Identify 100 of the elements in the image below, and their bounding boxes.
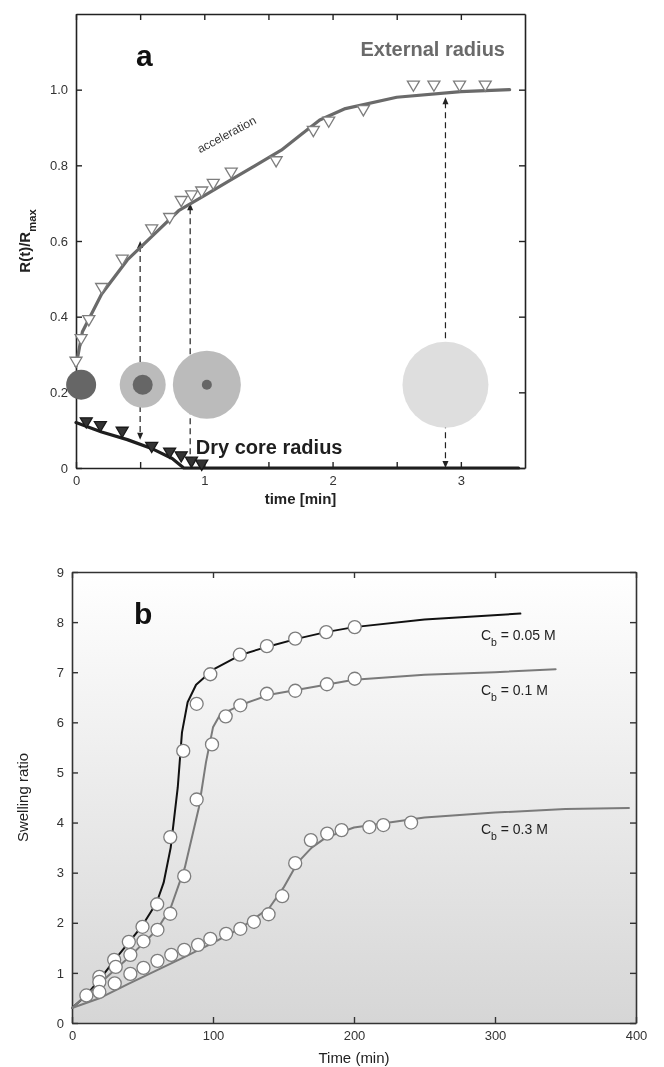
text: a: [136, 39, 153, 72]
point: [189, 696, 204, 711]
point: [145, 224, 159, 236]
x-tick-label: 0: [72, 473, 81, 489]
point: [356, 105, 371, 117]
point: [347, 619, 362, 635]
legend-label: Dry core radius: [195, 436, 343, 458]
point: [288, 683, 303, 698]
x-tick-label: 2: [329, 473, 337, 489]
point: [288, 856, 303, 871]
y-tick-label: 0: [60, 460, 68, 476]
point: [195, 186, 209, 198]
point: [74, 333, 88, 346]
x-tick-label: 3: [457, 473, 465, 489]
x-tick-label: 400: [625, 1028, 648, 1044]
point: [362, 819, 377, 835]
point: [288, 631, 303, 646]
point: [319, 624, 334, 640]
point: [163, 447, 177, 459]
point: [224, 167, 238, 179]
point: [269, 156, 283, 168]
y-tick-label: 1: [56, 965, 64, 981]
point: [136, 960, 151, 976]
point: [203, 931, 218, 946]
point: [190, 937, 206, 952]
point: [320, 826, 335, 841]
point: [164, 947, 179, 962]
point: [177, 869, 192, 884]
point: [259, 686, 275, 701]
point: [303, 832, 318, 848]
point: [406, 80, 421, 92]
point: [195, 459, 209, 472]
y-tick-label: 0.6: [49, 233, 68, 249]
point: [163, 906, 178, 921]
point: [79, 988, 94, 1003]
point: [145, 441, 159, 454]
point: [79, 417, 93, 429]
point: [107, 976, 122, 991]
y-tick-label: 1.0: [49, 82, 68, 98]
point: [322, 116, 336, 128]
point: [184, 456, 199, 468]
y-tick-label: 8: [56, 614, 64, 630]
point: [206, 178, 220, 191]
point: [232, 647, 247, 662]
x-tick-label: 100: [202, 1028, 225, 1044]
point: [306, 125, 320, 138]
point: [452, 80, 467, 92]
y-tick-label: 0.4: [49, 309, 68, 325]
y-tick-label: 0.8: [49, 157, 68, 173]
point: [115, 254, 129, 266]
point: [334, 822, 349, 838]
y-tick-label: 0.2: [49, 384, 68, 400]
y-tick-label: 6: [56, 714, 64, 730]
y-tick-label: 9: [56, 564, 64, 580]
point: [176, 743, 191, 759]
x-tick-label: 300: [484, 1028, 507, 1044]
point: [259, 639, 275, 654]
series-label: C$_{b}$ = 0.05 M: [480, 626, 556, 648]
y-tick-label: 0: [56, 1015, 64, 1031]
point: [121, 934, 136, 949]
y-tick-label: 7: [56, 664, 64, 680]
point: [204, 737, 220, 752]
point: [135, 919, 150, 934]
point: [233, 921, 248, 936]
point: [203, 667, 218, 682]
x-tick-label: 200: [343, 1028, 366, 1044]
point: [319, 677, 335, 692]
point: [92, 984, 107, 1000]
point: [95, 282, 109, 295]
point: [218, 926, 234, 941]
point: [163, 829, 178, 845]
point: [376, 817, 391, 833]
point: [233, 698, 248, 713]
x-axis-title: time [min]: [264, 490, 337, 507]
y-tick-label: 4: [56, 815, 64, 831]
point: [82, 315, 96, 327]
point: [150, 953, 165, 969]
point: [427, 80, 441, 92]
point: [69, 356, 83, 369]
point: [174, 451, 188, 463]
point: [177, 942, 192, 957]
point: [150, 922, 165, 937]
point: [403, 815, 419, 830]
y-axis-title: Swelling ratio: [14, 752, 31, 843]
point: [189, 792, 204, 807]
x-axis-title: Time (min): [318, 1049, 390, 1066]
point: [275, 889, 290, 904]
point: [163, 212, 177, 225]
series-label: External radius: [360, 37, 505, 60]
point: [108, 959, 123, 975]
text: b: [134, 597, 153, 630]
point: [150, 897, 165, 912]
point: [184, 190, 199, 202]
point: [174, 195, 188, 208]
x-tick-label: 1: [201, 473, 209, 489]
point: [136, 934, 151, 949]
point: [93, 420, 108, 433]
point: [246, 914, 262, 929]
point: [123, 966, 138, 982]
point: [347, 671, 362, 686]
